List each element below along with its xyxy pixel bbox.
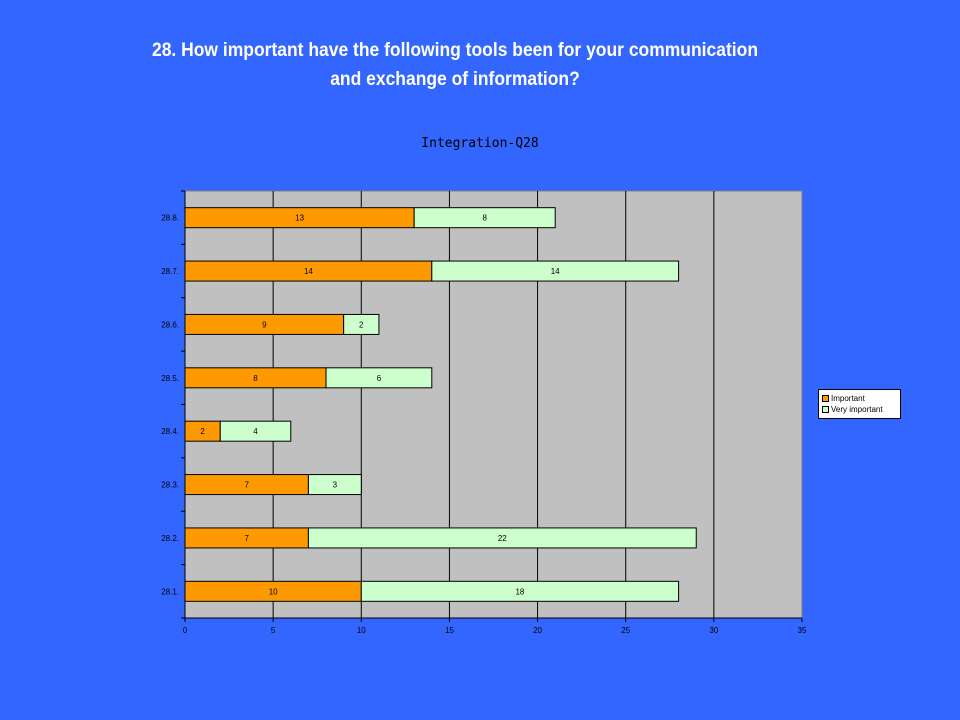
x-tick-label: 30 <box>709 626 718 635</box>
data-label: 14 <box>551 267 560 276</box>
bar-very-important <box>413 207 556 229</box>
y-tick-label: 28.4. <box>161 427 179 436</box>
bar-very-important <box>307 527 697 549</box>
y-tick-label: 28.8. <box>161 214 179 223</box>
data-label: 9 <box>262 320 267 329</box>
legend-label-important: Important <box>831 394 865 403</box>
bar-very-important <box>325 367 433 389</box>
data-label: 8 <box>253 374 258 383</box>
x-tick-label: 0 <box>183 626 188 635</box>
y-tick-label: 28.3. <box>161 481 179 490</box>
x-tick-label: 5 <box>271 626 276 635</box>
bar-very-important <box>431 260 680 282</box>
data-label: 6 <box>377 374 382 383</box>
x-tick-label: 35 <box>798 626 807 635</box>
slide-title-line-1: 28. How important have the following too… <box>151 40 759 61</box>
data-label: 7 <box>244 534 249 543</box>
x-tick-label: 10 <box>357 626 366 635</box>
bar-very-important <box>219 420 292 442</box>
x-tick-label: 15 <box>445 626 454 635</box>
legend-swatch-important <box>822 395 829 402</box>
data-label: 3 <box>333 481 338 490</box>
y-tick-label: 28.2. <box>161 534 179 543</box>
bar-very-important <box>343 313 380 335</box>
y-tick-label: 28.5. <box>161 374 179 383</box>
legend-item-important: Important <box>822 393 900 404</box>
data-label: 22 <box>498 534 507 543</box>
x-tick-label: 20 <box>533 626 542 635</box>
data-label: 8 <box>482 214 487 223</box>
data-label: 7 <box>244 481 249 490</box>
bar-very-important <box>307 474 362 496</box>
bar-very-important <box>360 580 680 602</box>
y-tick-label: 28.7. <box>161 267 179 276</box>
y-tick-label: 28.1. <box>161 587 179 596</box>
data-label: 2 <box>359 320 364 329</box>
chart-legend: Important Very important <box>818 389 901 419</box>
data-label: 10 <box>269 587 278 596</box>
legend-label-very-important: Very important <box>831 405 883 414</box>
y-tick-label: 28.6. <box>161 320 179 329</box>
data-label: 13 <box>295 214 304 223</box>
data-label: 14 <box>304 267 313 276</box>
legend-swatch-very-important <box>822 406 829 413</box>
x-tick-label: 25 <box>621 626 630 635</box>
data-label: 4 <box>253 427 258 436</box>
chart-title: Integration-Q28 <box>421 136 539 151</box>
slide-title: 28. How important have the following too… <box>92 36 819 94</box>
legend-item-very-important: Very important <box>822 404 900 415</box>
plot-area <box>184 190 803 619</box>
data-label: 18 <box>515 587 524 596</box>
data-label: 2 <box>200 427 205 436</box>
slide-title-line-2: and exchange of information? <box>330 69 580 90</box>
